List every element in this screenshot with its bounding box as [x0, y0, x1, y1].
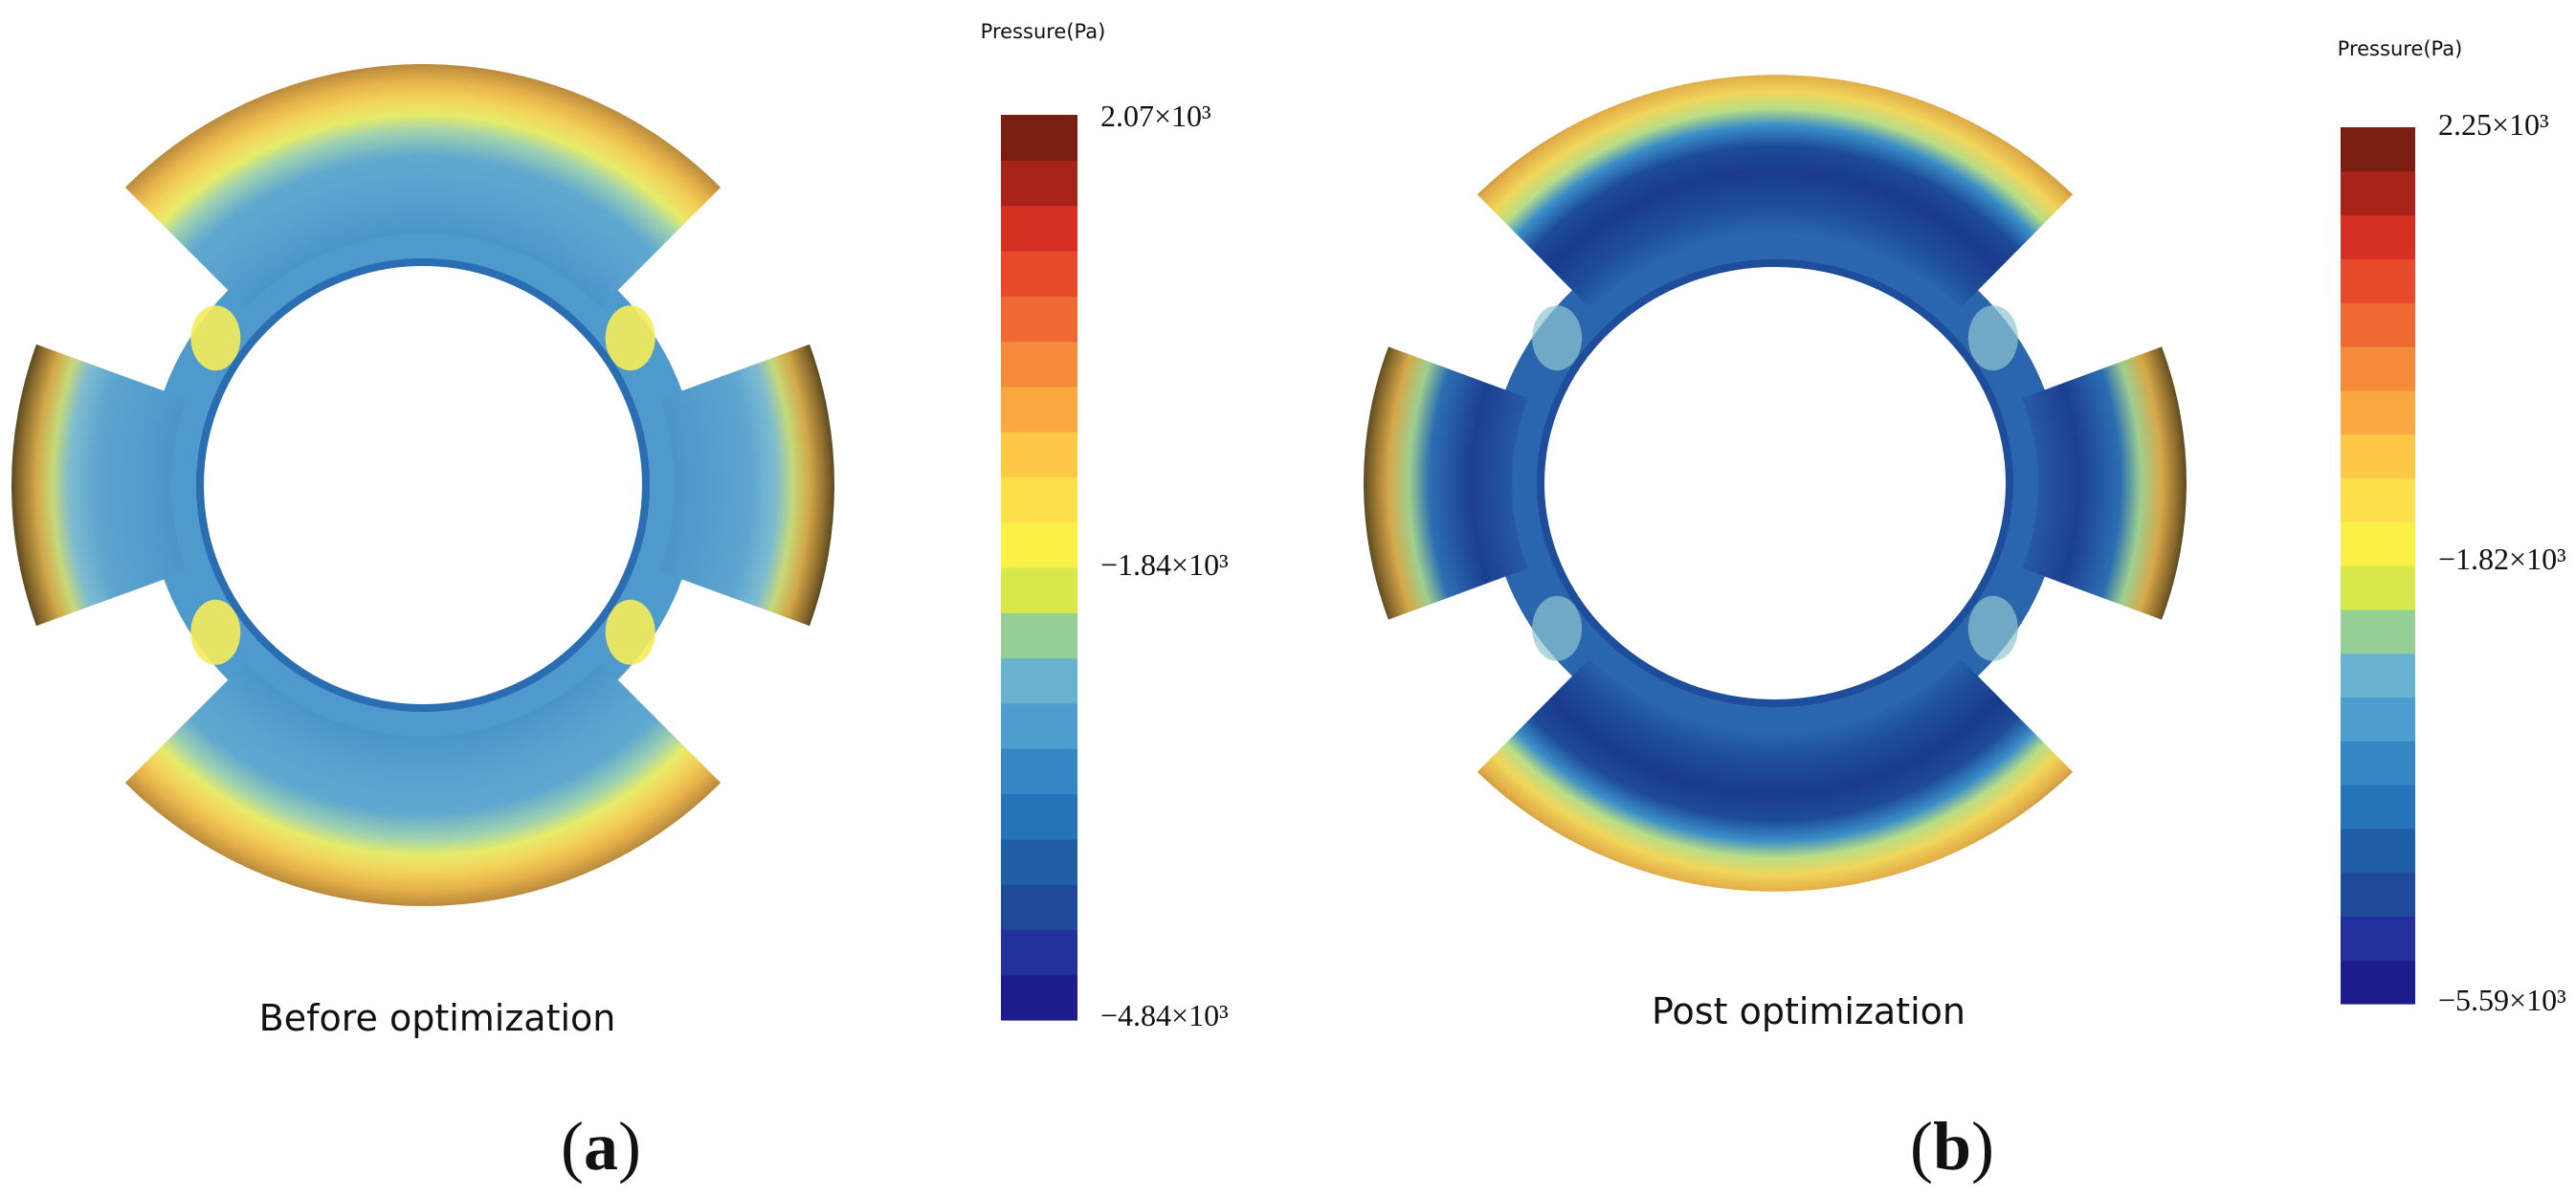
pressure-contour-plot: [11, 63, 834, 907]
segment-right: [2022, 346, 2187, 620]
colorbar-band: [1001, 296, 1077, 343]
hot-spot: [1967, 305, 2018, 371]
colorbar-mid-label: −1.82×10³: [2438, 542, 2566, 576]
colorbar-band: [1001, 432, 1077, 477]
colorbar-bands: [2341, 127, 2415, 1005]
colorbar-band: [1001, 657, 1077, 704]
panel-label: (b): [1910, 1108, 1994, 1185]
colorbar-band: [2341, 258, 2415, 303]
colorbar-band: [1001, 612, 1077, 659]
colorbar-band: [2341, 346, 2415, 391]
colorbar-band: [1001, 974, 1077, 1021]
colorbar-band: [2341, 214, 2415, 259]
colorbar-band: [2341, 960, 2415, 1005]
segment-left: [1364, 346, 1528, 620]
colorbar-min-label: −4.84×10³: [1100, 998, 1229, 1032]
segment-bottom: [124, 662, 722, 907]
colorbar-band: [1001, 567, 1077, 613]
colorbar-band: [1001, 702, 1077, 749]
colorbar-mid-label: −1.84×10³: [1100, 547, 1229, 582]
colorbar-band: [2341, 697, 2415, 742]
colorbar-band: [2341, 653, 2415, 698]
hot-spot: [1967, 595, 2018, 661]
hot-spot: [190, 305, 241, 371]
colorbar-band: [2341, 433, 2415, 478]
colorbar-band: [1001, 205, 1077, 252]
colorbar-band: [1001, 521, 1077, 568]
panel-caption: Post optimization: [1652, 990, 1965, 1032]
panel-b: Pressure(Pa) 2.25×10³ −1.82×10³ −5.59×10…: [1364, 37, 2566, 1185]
colorbar-band: [1001, 929, 1077, 976]
segment-top: [124, 63, 722, 308]
colorbar-title: Pressure(Pa): [981, 20, 1106, 43]
colorbar-band: [1001, 250, 1077, 297]
colorbar-band: [2341, 785, 2415, 830]
segment-left: [11, 344, 187, 627]
colorbar-band: [2341, 127, 2415, 172]
colorbar-band: [2341, 389, 2415, 435]
colorbar-band: [1001, 748, 1077, 795]
colorbar-band: [2341, 565, 2415, 610]
colorbar-band: [1001, 793, 1077, 840]
segment-top: [1477, 75, 2074, 308]
panel-label: (a): [561, 1108, 641, 1185]
colorbar-band: [1001, 477, 1077, 523]
segment-right: [659, 344, 834, 627]
colorbar-band: [2341, 609, 2415, 654]
segment-bottom: [1477, 658, 2074, 892]
panel-a: Pressure(Pa) 2.07×10³ −1.84×10³ −4.84×10…: [11, 20, 1229, 1185]
colorbar-band: [2341, 916, 2415, 961]
pressure-contour-plot: [1364, 75, 2187, 892]
colorbar-band: [1001, 160, 1077, 207]
center-hole: [1537, 259, 2013, 707]
colorbar-band: [2341, 477, 2415, 522]
colorbar-band: [1001, 884, 1077, 930]
colorbar-band: [1001, 341, 1077, 388]
colorbar-band: [2341, 828, 2415, 874]
colorbar-band: [1001, 838, 1077, 885]
panel-caption: Before optimization: [259, 997, 616, 1039]
colorbar-band: [2341, 521, 2415, 566]
colorbar-max-label: 2.25×10³: [2438, 107, 2549, 142]
colorbar-min-label: −5.59×10³: [2438, 983, 2566, 1017]
colorbar-band: [2341, 741, 2415, 786]
hot-spot: [1532, 305, 1583, 371]
hot-spot: [190, 599, 241, 665]
colorbar-band: [1001, 115, 1077, 161]
colorbar-band: [2341, 872, 2415, 917]
colorbar-max-label: 2.07×10³: [1100, 99, 1211, 133]
hot-spot: [605, 599, 655, 665]
colorbar-band: [1001, 386, 1077, 432]
colorbar-bands: [1001, 115, 1077, 1021]
colorbar-band: [2341, 170, 2415, 216]
center-hole: [196, 258, 650, 712]
colorbar-band: [2341, 302, 2415, 347]
hot-spot: [605, 305, 655, 371]
hot-spot: [1532, 595, 1583, 661]
colorbar-title: Pressure(Pa): [2338, 37, 2463, 60]
